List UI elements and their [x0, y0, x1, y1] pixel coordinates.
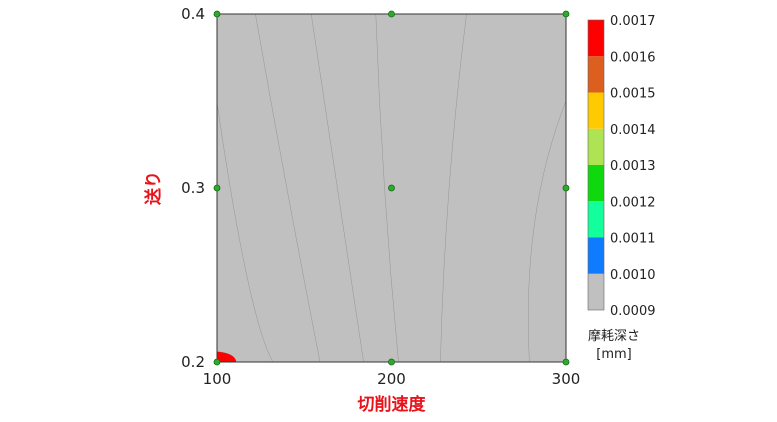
colorbar-swatch	[588, 20, 604, 57]
design-point	[562, 184, 570, 192]
x-axis-ticks: 100 200 300	[203, 370, 581, 388]
colorbar-swatch	[588, 201, 604, 238]
colorbar-swatch	[588, 165, 604, 202]
design-points	[213, 10, 570, 366]
colorbar-swatch	[588, 128, 604, 165]
contour-line-0.0012	[255, 13, 321, 363]
design-point	[213, 358, 221, 366]
x-axis-title: 切削速度	[358, 394, 427, 415]
x-tick-label: 200	[377, 370, 406, 388]
colorbar-tick-label: 0.0014	[610, 123, 656, 138]
colorbar-swatch	[588, 273, 604, 310]
contour-line-0.0013	[311, 13, 364, 363]
y-axis-ticks: 0.2 0.3 0.4	[181, 5, 205, 371]
colorbar-tick-label: 0.0009	[610, 304, 656, 319]
colorbar-tick-label: 0.0010	[610, 268, 656, 283]
design-point	[213, 184, 221, 192]
colorbar-tick-label: 0.0013	[610, 159, 656, 174]
design-point	[388, 10, 395, 18]
contour-line-0.0014	[375, 13, 399, 363]
colorbar-swatch	[588, 92, 604, 129]
colorbar-tick-label: 0.0016	[610, 50, 656, 65]
contour-line-0.0011	[216, 102, 273, 363]
x-tick-label: 300	[552, 370, 581, 388]
y-axis-title: 送り	[143, 171, 164, 205]
colorbar-title: 摩耗深さ	[588, 328, 640, 344]
colorbar: 0.0009 0.0010 0.0011 0.0012 0.0013 0.0014 0.00…	[587, 14, 656, 319]
contour-lines	[216, 13, 567, 363]
colorbar-swatch	[588, 56, 604, 93]
y-tick-label: 0.4	[181, 5, 205, 23]
colorbar-swatch	[588, 237, 604, 274]
y-tick-label: 0.2	[181, 353, 205, 371]
design-point	[388, 184, 395, 192]
colorbar-tick-label: 0.0017	[610, 14, 656, 29]
design-point	[213, 10, 221, 18]
design-point	[388, 358, 395, 366]
contour-line-0.0015	[440, 13, 467, 363]
colorbar-unit: [mm]	[596, 347, 631, 362]
contour-line-0.0016	[528, 100, 567, 363]
y-tick-label: 0.3	[181, 179, 205, 197]
colorbar-tick-label: 0.0012	[610, 195, 656, 210]
design-point	[562, 10, 570, 18]
design-point	[562, 358, 570, 366]
x-tick-label: 100	[203, 370, 232, 388]
colorbar-tick-label: 0.0011	[610, 232, 656, 247]
colorbar-frame	[587, 19, 605, 311]
colorbar-tick-label: 0.0015	[610, 87, 656, 102]
contour-line-0.0010	[216, 351, 237, 363]
